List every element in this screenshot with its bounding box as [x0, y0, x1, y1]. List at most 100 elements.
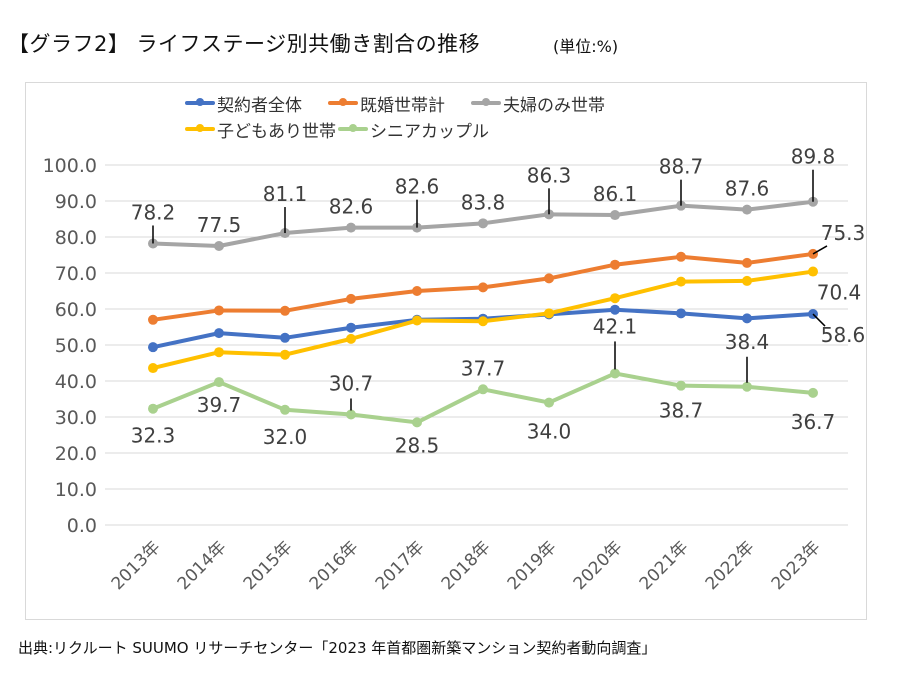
data-point — [346, 293, 356, 304]
data-label: 89.8 — [791, 145, 836, 169]
data-point — [742, 257, 752, 268]
data-point — [412, 286, 422, 296]
data-point — [478, 218, 488, 229]
data-point — [676, 380, 686, 391]
leader-line — [812, 245, 828, 255]
data-point — [676, 308, 686, 319]
data-point — [412, 417, 422, 428]
source-note: 出典:リクルート SUUMO リサーチセンター「2023 年首都圏新築マンション… — [18, 639, 657, 657]
data-point — [148, 403, 158, 414]
data-label: 87.6 — [725, 177, 770, 201]
data-label: 75.3 — [821, 221, 866, 245]
data-point — [346, 222, 356, 233]
legend-label: 子どもあり世帯 — [217, 121, 336, 142]
data-point — [742, 313, 752, 324]
chart-frame — [25, 82, 867, 620]
legend-label: 既婚世帯計 — [360, 95, 445, 116]
data-point — [676, 251, 686, 262]
legend-item-all-contractors: 契約者全体 — [185, 91, 302, 116]
legend-item-senior-couple: シニアカップル — [338, 117, 489, 142]
data-label: 70.4 — [817, 281, 862, 305]
legend-item-married-total: 既婚世帯計 — [328, 91, 445, 116]
legend-marker-icon — [471, 98, 501, 106]
data-label: 82.6 — [395, 175, 440, 199]
data-point — [808, 266, 818, 277]
data-point — [742, 204, 752, 215]
data-point — [280, 404, 290, 415]
data-point — [214, 328, 224, 339]
leader-line — [812, 313, 826, 327]
data-label: 58.6 — [821, 323, 866, 347]
x-tick-label: 2014年 — [174, 537, 231, 594]
y-tick-label: 0.0 — [67, 515, 97, 537]
legend-label: 契約者全体 — [217, 95, 302, 116]
data-point — [148, 342, 158, 353]
data-point — [148, 363, 158, 374]
data-label: 36.7 — [791, 410, 836, 434]
data-label: 38.4 — [725, 330, 770, 354]
data-label: 32.0 — [263, 425, 308, 449]
y-tick-label: 10.0 — [55, 479, 97, 501]
data-point — [610, 304, 620, 315]
data-label: 39.7 — [197, 393, 242, 417]
y-tick-label: 20.0 — [55, 443, 97, 465]
data-point — [544, 308, 554, 319]
data-label: 30.7 — [329, 371, 374, 395]
data-label: 32.3 — [131, 424, 176, 448]
data-point — [742, 381, 752, 392]
legend-item-with-children: 子どもあり世帯 — [185, 117, 336, 142]
x-tick-label: 2019年 — [504, 537, 561, 594]
data-point — [478, 316, 488, 327]
unit-label: (単位:%) — [553, 37, 619, 56]
data-point — [214, 241, 224, 251]
data-point — [148, 314, 158, 325]
data-point — [544, 397, 554, 408]
data-label: 77.5 — [197, 213, 242, 237]
data-label: 88.7 — [659, 155, 704, 179]
legend-label: シニアカップル — [370, 121, 489, 142]
data-label: 83.8 — [461, 190, 506, 214]
data-point — [610, 210, 620, 221]
data-label: 86.1 — [593, 182, 638, 206]
x-tick-label: 2021年 — [636, 537, 693, 594]
x-tick-label: 2018年 — [438, 537, 495, 594]
data-point — [214, 347, 224, 358]
legend-marker-icon — [328, 98, 358, 106]
data-label: 82.6 — [329, 195, 374, 219]
legend: 契約者全体 既婚世帯計 夫婦のみ世帯 子どもあり世帯 シニアカップル — [185, 90, 745, 142]
x-tick-label: 2016年 — [306, 537, 363, 594]
data-point — [610, 368, 620, 379]
data-label: 28.5 — [395, 433, 440, 457]
data-point — [544, 273, 554, 284]
data-point — [676, 276, 686, 287]
data-point — [610, 259, 620, 270]
legend-row-1: 契約者全体 既婚世帯計 夫婦のみ世帯 — [185, 90, 745, 116]
x-tick-label: 2017年 — [372, 537, 429, 594]
x-tick-label: 2015年 — [240, 537, 297, 594]
data-point — [280, 332, 290, 343]
data-point — [478, 384, 488, 395]
data-point — [412, 315, 422, 326]
legend-item-couple-only: 夫婦のみ世帯 — [471, 91, 605, 116]
y-tick-label: 80.0 — [55, 227, 97, 249]
legend-row-2: 子どもあり世帯 シニアカップル — [185, 116, 745, 142]
y-tick-label: 30.0 — [55, 407, 97, 429]
data-point — [214, 377, 224, 388]
data-point — [280, 349, 290, 360]
data-label: 78.2 — [131, 200, 176, 224]
x-tick-label: 2013年 — [108, 537, 165, 594]
data-point — [280, 305, 290, 316]
y-tick-label: 50.0 — [55, 335, 97, 357]
legend-marker-icon — [185, 98, 215, 106]
y-tick-label: 60.0 — [55, 299, 97, 321]
data-label: 38.7 — [659, 399, 704, 423]
legend-label: 夫婦のみ世帯 — [503, 95, 605, 116]
data-point — [808, 387, 818, 398]
data-point — [478, 282, 488, 293]
data-label: 42.1 — [593, 314, 638, 338]
data-label: 81.1 — [263, 182, 308, 206]
data-label: 86.3 — [527, 163, 572, 187]
y-tick-label: 40.0 — [55, 371, 97, 393]
data-point — [346, 333, 356, 344]
